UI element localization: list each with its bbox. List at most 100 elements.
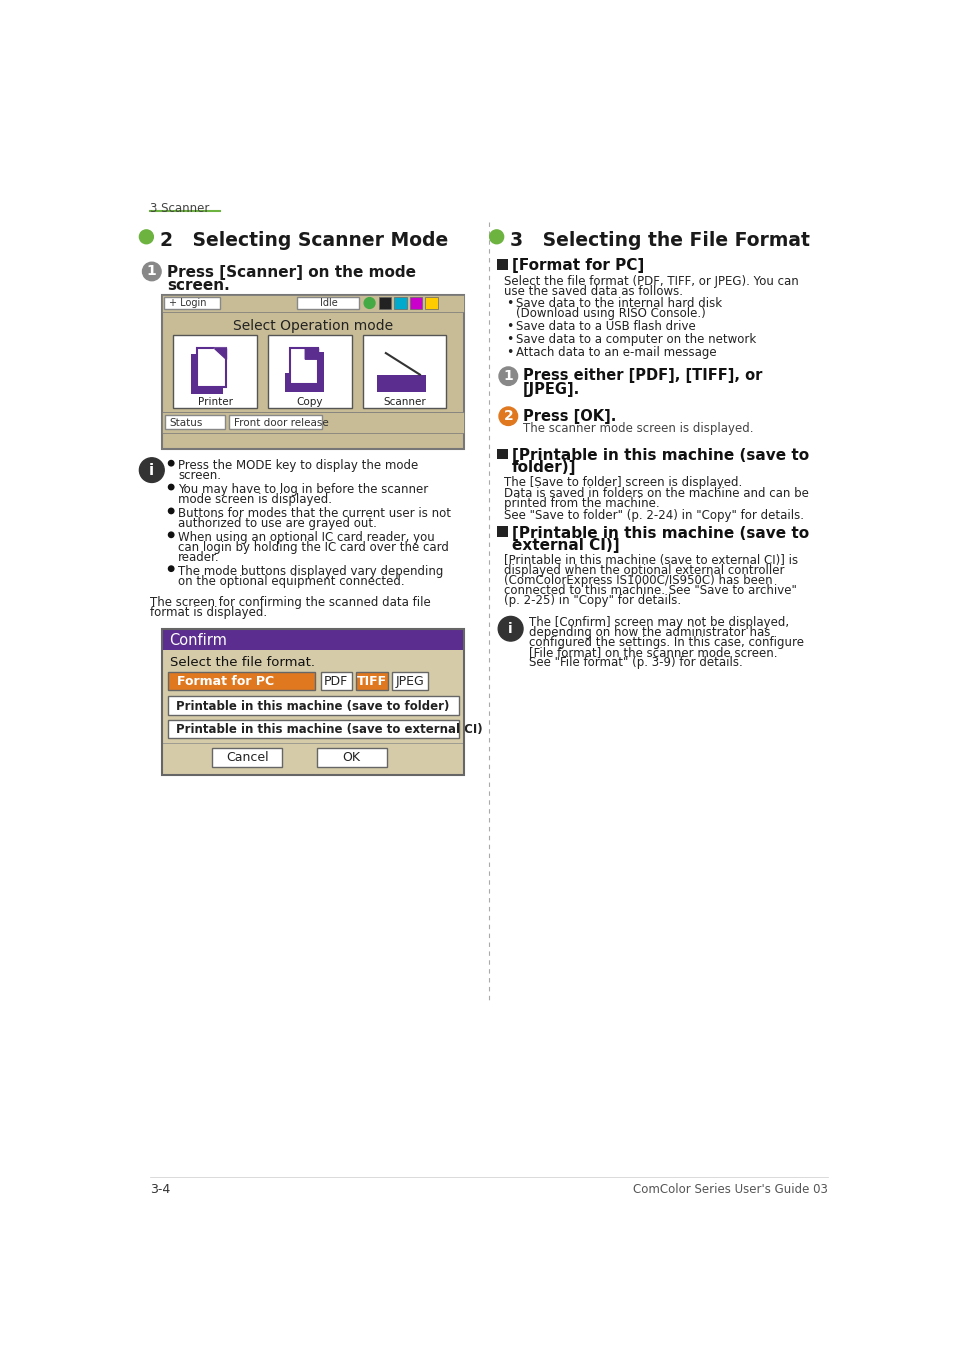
Text: use the saved data as follows.: use the saved data as follows. [504, 285, 682, 297]
Text: Press [Scanner] on the mode: Press [Scanner] on the mode [167, 265, 416, 280]
Bar [362, 335, 446, 408]
Text: on the optional equipment connected.: on the optional equipment connected. [178, 574, 404, 588]
Bar [162, 650, 464, 775]
Text: external CI)]: external CI)] [512, 538, 619, 553]
Bar [191, 354, 223, 394]
Text: 2   Selecting Scanner Mode: 2 Selecting Scanner Mode [159, 231, 447, 250]
Bar [497, 259, 507, 270]
Bar [168, 671, 315, 690]
Text: depending on how the administrator has: depending on how the administrator has [529, 627, 770, 639]
Text: •: • [505, 346, 513, 359]
Text: See "File format" (p. 3-9) for details.: See "File format" (p. 3-9) for details. [529, 657, 742, 670]
Text: Select the file format (PDF, TIFF, or JPEG). You can: Select the file format (PDF, TIFF, or JP… [504, 274, 799, 288]
Text: printed from the machine.: printed from the machine. [504, 497, 659, 511]
Polygon shape [213, 349, 226, 357]
Text: Data is saved in folders on the machine and can be: Data is saved in folders on the machine … [504, 488, 808, 500]
Circle shape [498, 367, 517, 385]
Bar [285, 351, 305, 373]
Text: ComColor Series User's Guide 03: ComColor Series User's Guide 03 [632, 1183, 827, 1196]
Text: Idle: Idle [319, 299, 337, 308]
Text: See "Save to folder" (p. 2-24) in "Copy" for details.: See "Save to folder" (p. 2-24) in "Copy"… [504, 508, 803, 521]
Text: Press the MODE key to display the mode: Press the MODE key to display the mode [178, 459, 418, 473]
Text: (p. 2-25) in "Copy" for details.: (p. 2-25) in "Copy" for details. [504, 594, 680, 607]
Polygon shape [305, 349, 317, 359]
Bar [316, 748, 386, 766]
Bar [165, 416, 225, 430]
Bar [290, 349, 317, 384]
Text: Front door release: Front door release [233, 417, 329, 428]
Circle shape [139, 458, 164, 482]
Text: Status: Status [170, 417, 203, 428]
Text: connected to this machine. See "Save to archive": connected to this machine. See "Save to … [504, 584, 797, 597]
Circle shape [497, 616, 522, 642]
Text: •: • [505, 334, 513, 346]
Text: Press either [PDF], [TIFF], or: Press either [PDF], [TIFF], or [522, 369, 761, 384]
Text: Save data to the internal hard disk: Save data to the internal hard disk [516, 297, 721, 309]
Text: OK: OK [342, 751, 360, 763]
Bar [394, 297, 406, 309]
Text: You may have to log in before the scanner: You may have to log in before the scanne… [178, 484, 428, 496]
Bar [376, 374, 426, 392]
Text: Scanner: Scanner [383, 397, 425, 407]
Text: i: i [149, 462, 154, 478]
Text: 2: 2 [503, 409, 513, 423]
Bar [410, 297, 422, 309]
Text: displayed when the optional external controller: displayed when the optional external con… [504, 565, 784, 577]
Text: mode screen is displayed.: mode screen is displayed. [178, 493, 332, 507]
Text: [Printable in this machine (save to: [Printable in this machine (save to [512, 447, 808, 463]
Circle shape [169, 461, 173, 466]
Text: Select Operation mode: Select Operation mode [233, 319, 393, 334]
Text: When using an optional IC card reader, you: When using an optional IC card reader, y… [178, 531, 435, 544]
Circle shape [169, 532, 173, 538]
Text: format is displayed.: format is displayed. [150, 607, 267, 619]
Text: The [Save to folder] screen is displayed.: The [Save to folder] screen is displayed… [504, 477, 741, 489]
Text: screen.: screen. [178, 469, 221, 482]
Bar [164, 297, 220, 309]
Bar [229, 416, 322, 430]
Circle shape [169, 508, 173, 513]
Bar [196, 349, 226, 386]
Text: Printable in this machine (save to external CI): Printable in this machine (save to exter… [175, 723, 482, 736]
Bar [320, 671, 352, 690]
Text: [JPEG].: [JPEG]. [522, 381, 579, 397]
Bar [162, 628, 464, 775]
Text: The scanner mode screen is displayed.: The scanner mode screen is displayed. [522, 423, 753, 435]
Text: Select the file format.: Select the file format. [170, 657, 314, 670]
Text: 1: 1 [147, 265, 156, 278]
Text: •: • [505, 297, 513, 309]
Text: 3   Selecting the File Format: 3 Selecting the File Format [509, 231, 809, 250]
Text: The mode buttons displayed vary depending: The mode buttons displayed vary dependin… [178, 565, 443, 578]
Text: authorized to use are grayed out.: authorized to use are grayed out. [178, 517, 376, 530]
Text: Save data to a computer on the network: Save data to a computer on the network [516, 334, 756, 346]
Bar [497, 449, 507, 459]
Bar [268, 335, 352, 408]
Circle shape [498, 407, 517, 426]
Text: TIFF: TIFF [356, 674, 387, 688]
Polygon shape [305, 349, 317, 359]
Circle shape [142, 262, 161, 281]
Text: Confirm: Confirm [170, 632, 227, 647]
Bar [297, 297, 359, 309]
Text: can login by holding the IC card over the card: can login by holding the IC card over th… [178, 540, 449, 554]
Circle shape [364, 297, 375, 308]
Circle shape [169, 485, 173, 490]
Text: Printable in this machine (save to folder): Printable in this machine (save to folde… [175, 700, 449, 712]
Text: + Login: + Login [169, 299, 206, 308]
Text: screen.: screen. [167, 277, 230, 293]
Text: PDF: PDF [324, 674, 348, 688]
Text: [Format for PC]: [Format for PC] [512, 258, 643, 273]
Text: Attach data to an e-mail message: Attach data to an e-mail message [516, 346, 716, 359]
Text: [Printable in this machine (save to external CI)] is: [Printable in this machine (save to exte… [504, 554, 798, 567]
Bar [285, 351, 323, 392]
Text: (ComColorExpress IS1000C/IS950C) has been: (ComColorExpress IS1000C/IS950C) has bee… [504, 574, 772, 588]
Polygon shape [213, 349, 226, 359]
Text: Save data to a USB flash drive: Save data to a USB flash drive [516, 320, 695, 332]
Text: [Printable in this machine (save to: [Printable in this machine (save to [512, 526, 808, 540]
Bar [355, 671, 388, 690]
Text: [File format] on the scanner mode screen.: [File format] on the scanner mode screen… [529, 646, 777, 659]
Text: reader.: reader. [178, 551, 219, 563]
Text: •: • [505, 320, 513, 332]
Text: folder)]: folder)] [512, 461, 576, 476]
Text: configured the settings. In this case, configure: configured the settings. In this case, c… [529, 636, 803, 650]
Text: Buttons for modes that the current user is not: Buttons for modes that the current user … [178, 507, 451, 520]
